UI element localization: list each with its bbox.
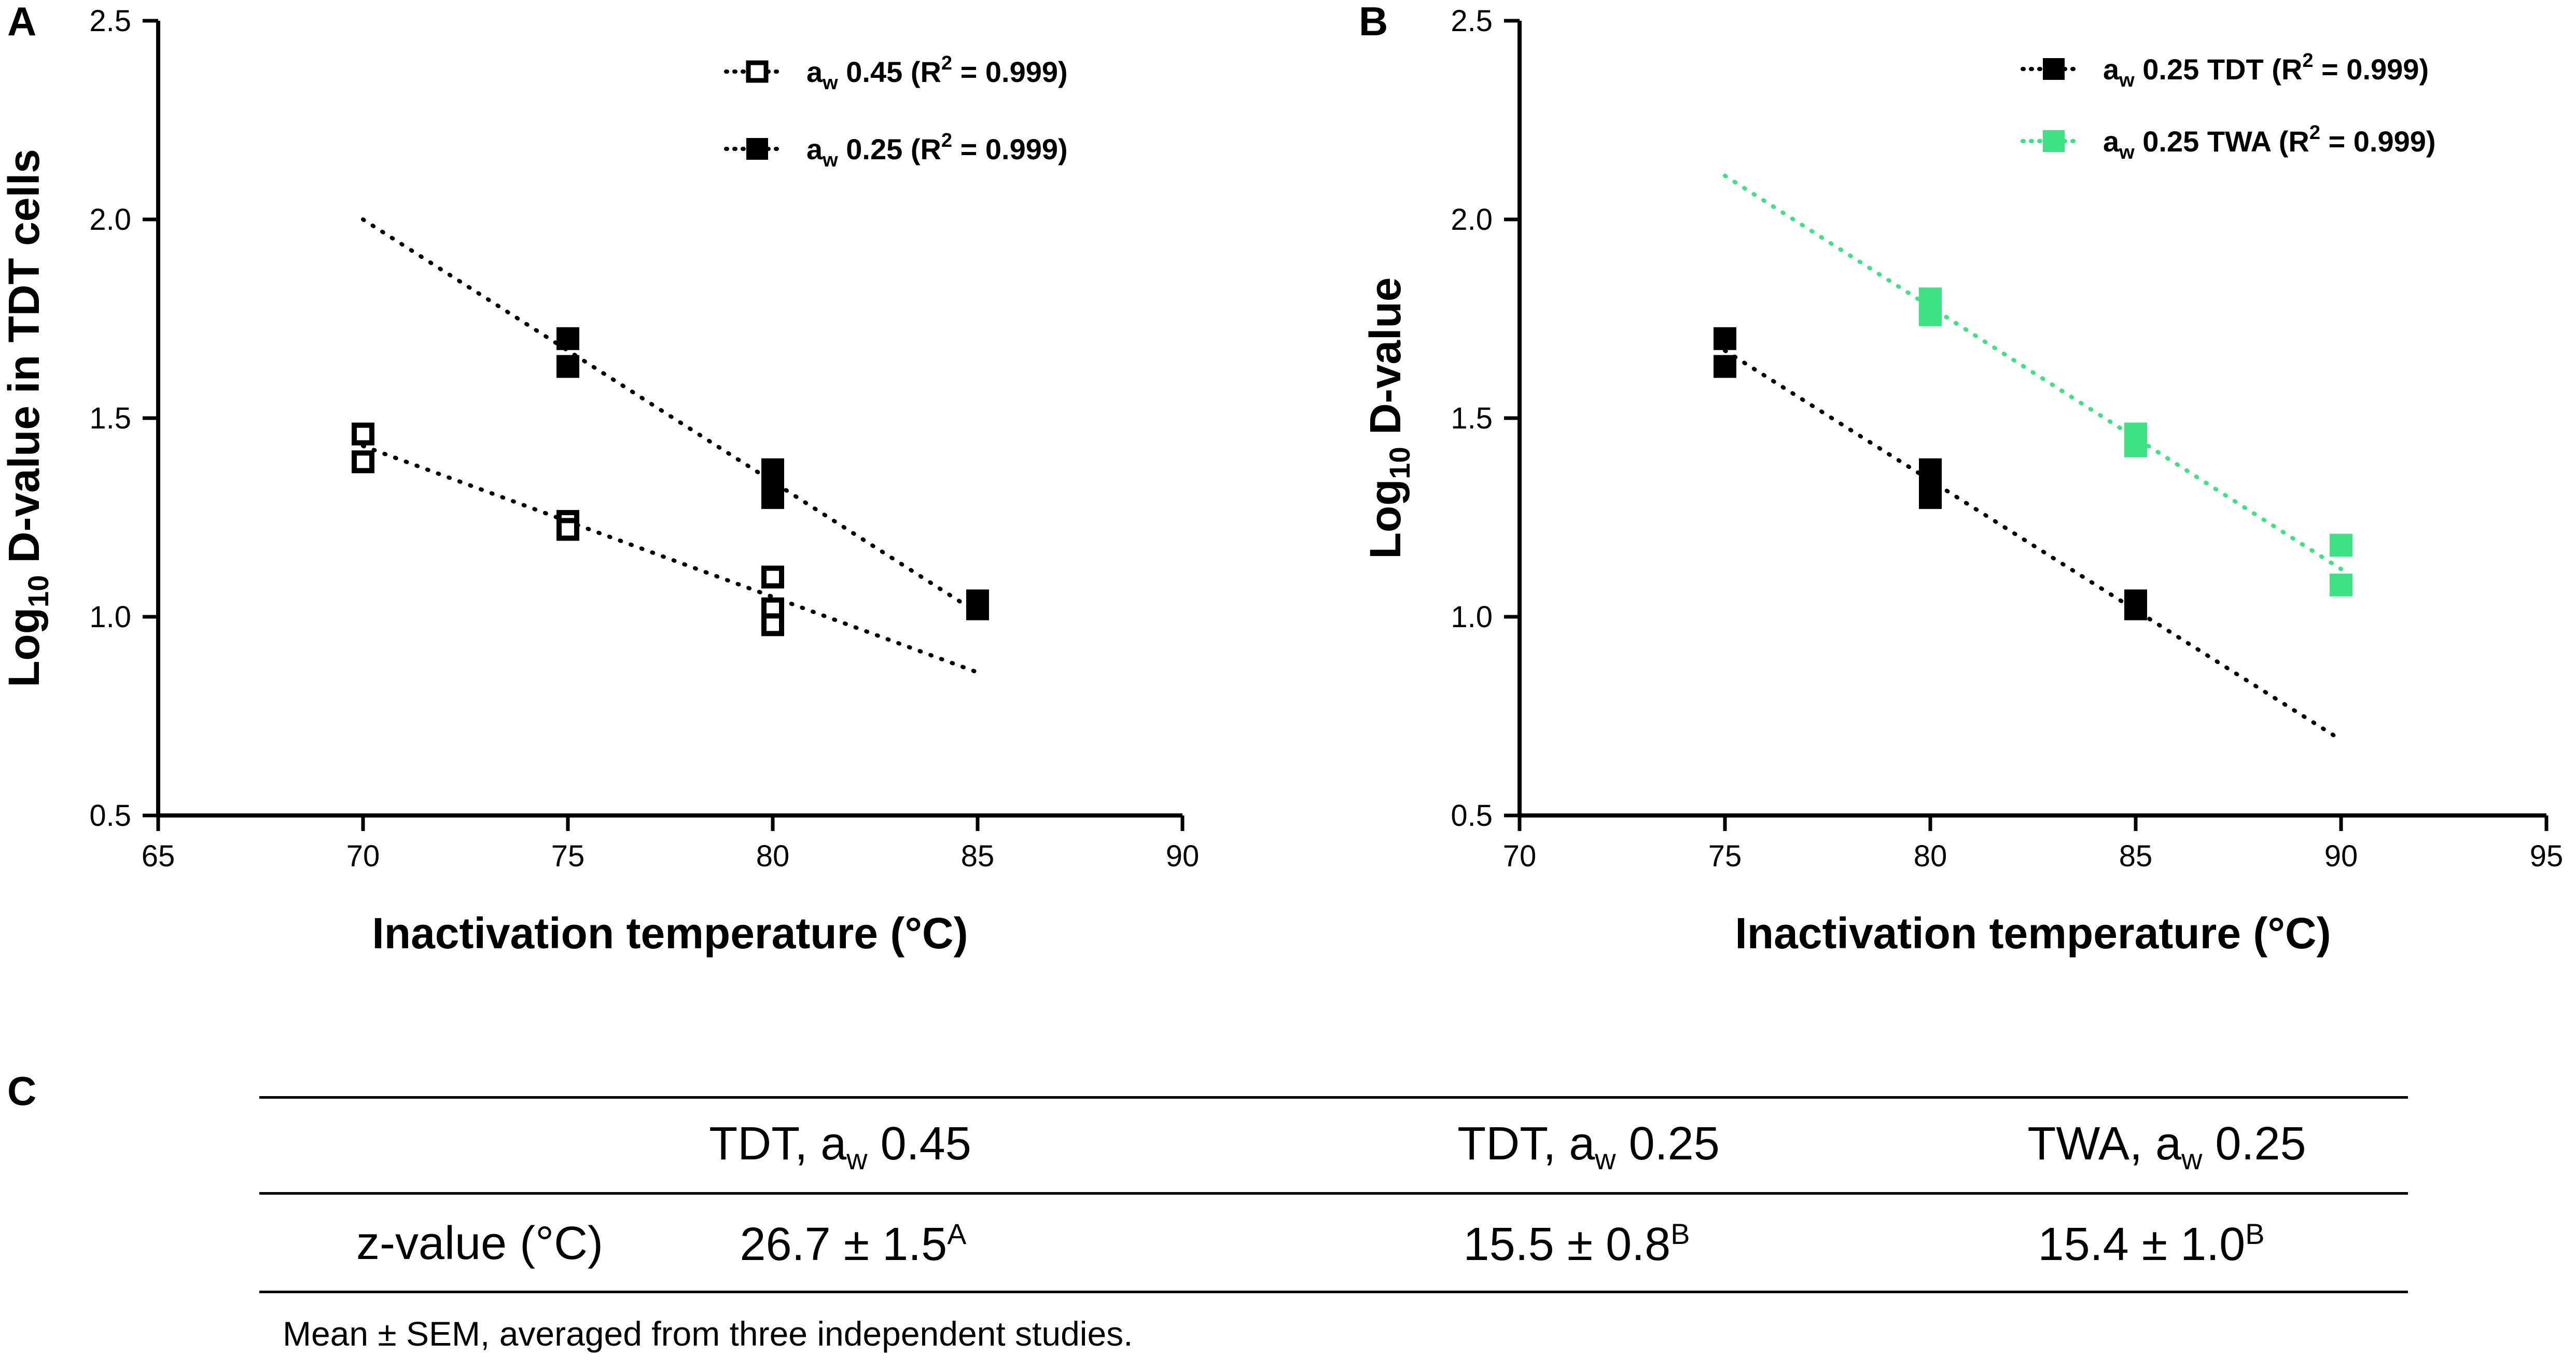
y-tick-label: 0.5 (1451, 799, 1493, 833)
table-bottom-rule (259, 1291, 2408, 1293)
x-tick-label: 80 (756, 839, 790, 873)
x-tick-label: 65 (142, 839, 175, 873)
legend-marker (746, 138, 768, 160)
y-tick-label: 1.5 (89, 402, 131, 435)
data-point (1919, 303, 1942, 326)
x-tick-label: 90 (2324, 839, 2358, 873)
panel-letter-c: C (7, 1068, 37, 1114)
y-tick-label: 0.5 (89, 799, 131, 833)
y-tick-label: 1.5 (1451, 402, 1493, 435)
chart-panel-a: 0.5 1.0 1.5 2.0 2.5 65 70 75 80 85 90 Inactivation … (0, 4, 1199, 958)
table-header-twa-025: TWA, aw 0.25 (2027, 1118, 2306, 1175)
y-tick-label: 1.0 (1451, 600, 1493, 634)
legend-marker (2043, 58, 2065, 80)
x-tick-label: 90 (1166, 839, 1200, 873)
chart-panel-b: 0.5 1.0 1.5 2.0 2.5 70 75 80 85 90 95 Inactivation … (1361, 4, 2563, 958)
data-point (556, 518, 579, 541)
y-axis-title: Log10 D-value (1361, 277, 1416, 559)
fit-line (361, 217, 980, 615)
x-tick-label: 70 (1503, 839, 1537, 873)
data-point (761, 486, 784, 509)
fit-line (1723, 173, 2343, 572)
legend-marker (746, 60, 769, 83)
data-point (352, 422, 374, 446)
data-point (2330, 573, 2352, 597)
x-tick-label: 85 (2119, 839, 2153, 873)
table-value-twa-025: 15.4 ± 1.0B (2038, 1217, 2265, 1270)
x-tick-label: 85 (961, 839, 995, 873)
fit-line (361, 444, 980, 675)
x-tick-label: 80 (1914, 839, 1947, 873)
figure: A B 0.5 1.0 1.5 2.0 2.5 65 70 75 80 85 90 Inactivat… (0, 0, 2563, 958)
x-tick-label: 70 (346, 839, 380, 873)
fit-line (1723, 348, 2343, 742)
legend-label: aw 0.25 TWA (R2 = 0.999) (2103, 122, 2436, 163)
data-point (352, 450, 374, 474)
table-header-rule (259, 1192, 2408, 1195)
y-tick-label: 2.0 (1451, 203, 1493, 237)
y-tick-label: 1.0 (89, 600, 131, 634)
panel-letter-b: B (1359, 0, 1388, 44)
data-point (556, 355, 579, 378)
table-header-tdt-045: TDT, aw 0.45 (709, 1118, 971, 1175)
panel-letter-a: A (7, 0, 36, 44)
data-point (2330, 534, 2352, 557)
y-tick-label: 2.5 (1451, 4, 1493, 38)
table-row-label: z-value (°C) (356, 1217, 604, 1269)
table-top-rule (259, 1096, 2408, 1099)
table-header-tdt-025: TDT, aw 0.25 (1457, 1118, 1720, 1175)
data-point (556, 327, 579, 350)
table-footnote: Mean ± SEM, averaged from three independ… (283, 1314, 1133, 1353)
data-point (1714, 327, 1736, 350)
table-value-tdt-045: 26.7 ± 1.5A (740, 1217, 967, 1270)
data-point (2124, 597, 2147, 620)
x-axis-title: Inactivation temperature (°C) (372, 909, 968, 958)
x-axis-title: Inactivation temperature (°C) (1735, 909, 2331, 958)
y-tick-label: 2.0 (89, 203, 131, 237)
data-point (966, 597, 989, 620)
y-tick-label: 2.5 (89, 4, 131, 38)
x-tick-label: 95 (2530, 839, 2564, 873)
x-tick-label: 75 (1708, 839, 1742, 873)
z-value-table: C TDT, aw 0.45 TDT, aw 0.25 TWA, aw 0.25… (0, 1037, 2576, 1370)
legend-marker (2043, 130, 2065, 152)
data-point (761, 613, 784, 636)
legend-label: aw 0.25 TDT (R2 = 0.999) (2103, 50, 2429, 91)
data-point (761, 565, 784, 589)
table-value-tdt-025: 15.5 ± 0.8B (1463, 1217, 1690, 1270)
legend-label: aw 0.45 (R2 = 0.999) (806, 52, 1068, 94)
data-point (1919, 486, 1942, 509)
y-axis-title: Log10 D-value in TDT cells (0, 149, 54, 687)
data-point (2124, 434, 2147, 458)
data-point (1714, 355, 1736, 378)
x-tick-label: 75 (551, 839, 585, 873)
legend-label: aw 0.25 (R2 = 0.999) (806, 130, 1068, 171)
